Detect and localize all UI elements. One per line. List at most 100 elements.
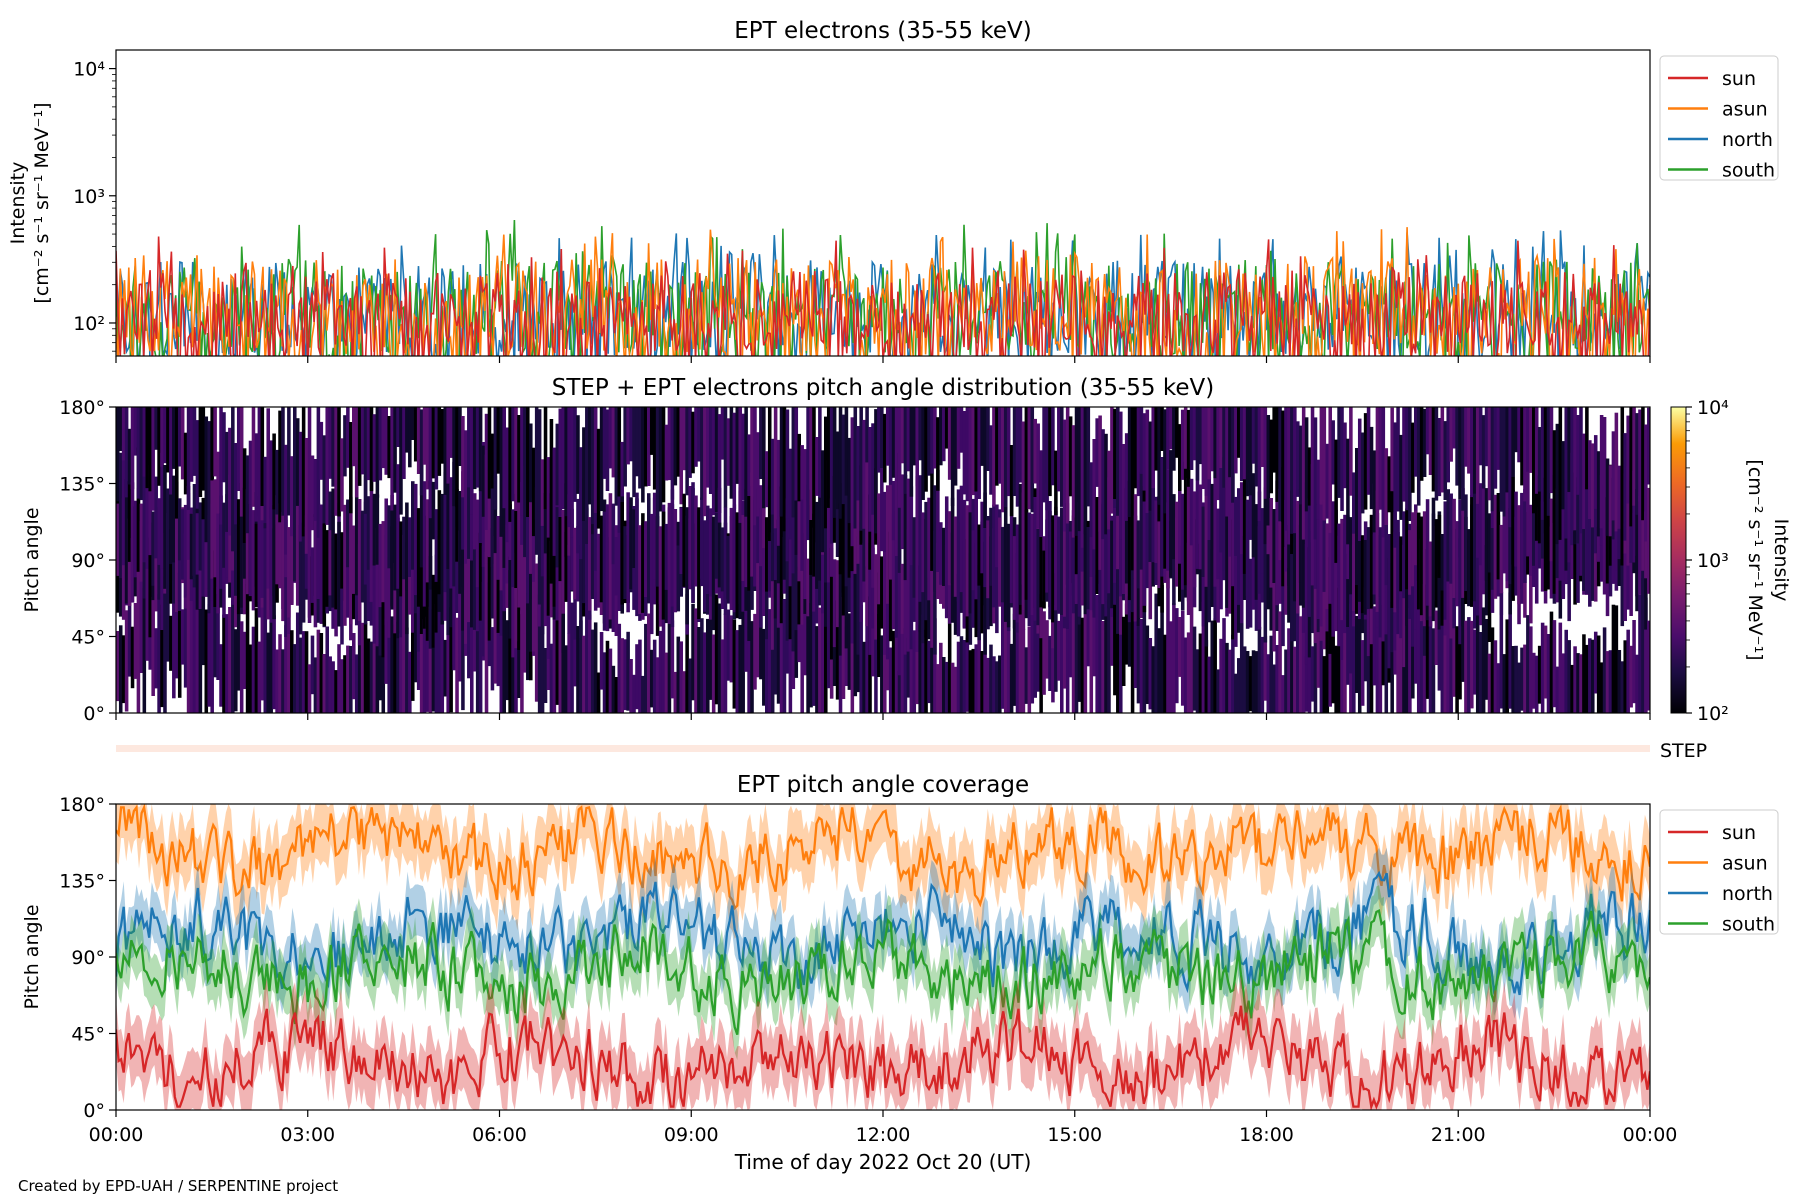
pad-cell [1411, 551, 1415, 647]
pad-cell [835, 600, 840, 700]
pad-cell [428, 480, 433, 590]
pad-cell [918, 407, 922, 461]
pad-cell [1573, 646, 1577, 713]
pad-cell [1033, 497, 1037, 621]
pad-cell [1239, 604, 1244, 713]
pad-cell [812, 608, 816, 706]
pad-cell [405, 407, 409, 453]
pad-cell [726, 535, 731, 604]
pad-cell [310, 455, 315, 531]
pad-cell [924, 501, 928, 621]
pad-cell [1204, 458, 1209, 587]
pad-cell [983, 605, 987, 713]
pad-cell [517, 415, 521, 503]
pad-cell [295, 418, 300, 506]
pad-cell [1180, 610, 1185, 706]
pad-cell [776, 439, 781, 546]
legend-label-south: south [1722, 160, 1775, 182]
pad-cell [1470, 620, 1474, 709]
pad-cell [1136, 620, 1141, 704]
pad-cell [1313, 417, 1318, 540]
pad-cell [526, 474, 530, 594]
pad-cell [1534, 482, 1539, 541]
pad-cell [142, 526, 147, 599]
pad-cell [1526, 615, 1530, 713]
pad-cell [293, 407, 297, 537]
pad-cell [767, 407, 772, 541]
pad-cell [723, 613, 728, 713]
pad-cell [729, 516, 734, 610]
pad-cell [800, 570, 804, 625]
pad-cell [1012, 613, 1017, 706]
pad-cell [679, 641, 683, 713]
pad-cell [664, 523, 669, 590]
pad-cell [1349, 407, 1353, 496]
pad-cell [1325, 619, 1330, 713]
pad-cell [1399, 434, 1403, 520]
pad-cell [1452, 498, 1456, 598]
pad-cell [927, 407, 931, 476]
pad-cell [172, 580, 176, 699]
pad-cell [1213, 407, 1217, 479]
pad-cell [1192, 407, 1197, 461]
pad-cell [1461, 596, 1465, 682]
pad-cell [685, 407, 689, 496]
pad-cell [1260, 544, 1265, 603]
pad-cell [1576, 477, 1580, 544]
pad-cell [588, 517, 592, 611]
pad-cell [1222, 618, 1226, 713]
pad-cell [800, 445, 804, 500]
pad-cell [738, 624, 742, 713]
pad-cell [995, 407, 999, 486]
pad-cell [375, 494, 380, 565]
pad-cell [1605, 651, 1610, 713]
pad-cell [499, 407, 504, 537]
pad-cell [499, 622, 504, 713]
pad-cell [1163, 634, 1167, 713]
pad-cell [1366, 527, 1371, 610]
pad-cell [1532, 652, 1536, 709]
pad-cell [139, 407, 144, 501]
pad-cell [260, 520, 265, 598]
pad-cell [1396, 407, 1400, 512]
pad-cell [906, 529, 911, 652]
pad-cell [762, 533, 766, 616]
pad-cell [127, 518, 132, 606]
pad-cell [399, 633, 403, 713]
pad-cell [933, 618, 937, 713]
pad-cell [1207, 656, 1212, 713]
pad-cell [599, 515, 604, 603]
pad-cell [1638, 496, 1642, 595]
pad-cell [446, 407, 450, 484]
pad-cell [1390, 480, 1394, 608]
pad-cell [593, 503, 598, 571]
legend-label-asun: asun [1722, 853, 1768, 875]
pad-cell [310, 547, 315, 603]
pad-cell [865, 517, 869, 627]
pad-cell [644, 623, 648, 713]
pad-cell [1175, 517, 1179, 584]
pad-cell [1378, 527, 1383, 597]
pad-cell [1499, 591, 1504, 709]
pad-cell [142, 454, 147, 563]
pad-cell [1596, 635, 1601, 713]
pad-cell [1508, 477, 1512, 585]
pad-cell [1502, 407, 1507, 517]
pad-cell [1178, 424, 1182, 491]
pad-cell [753, 496, 757, 587]
pad-cell [481, 445, 486, 517]
pad-cell [561, 510, 565, 614]
pad-cell [835, 560, 840, 628]
pad-cell [1145, 409, 1150, 513]
pad-cell [319, 633, 324, 713]
pad-cell [998, 517, 1002, 607]
pad-cell [360, 510, 365, 603]
pad-cell [838, 503, 843, 575]
pad-cell [983, 541, 987, 655]
pad-cell [1475, 601, 1480, 713]
pad-cell [953, 666, 958, 713]
pad-cell [894, 479, 899, 556]
pad-cell [756, 432, 760, 517]
pad-cell [992, 407, 996, 507]
pad-cell [1340, 614, 1344, 713]
